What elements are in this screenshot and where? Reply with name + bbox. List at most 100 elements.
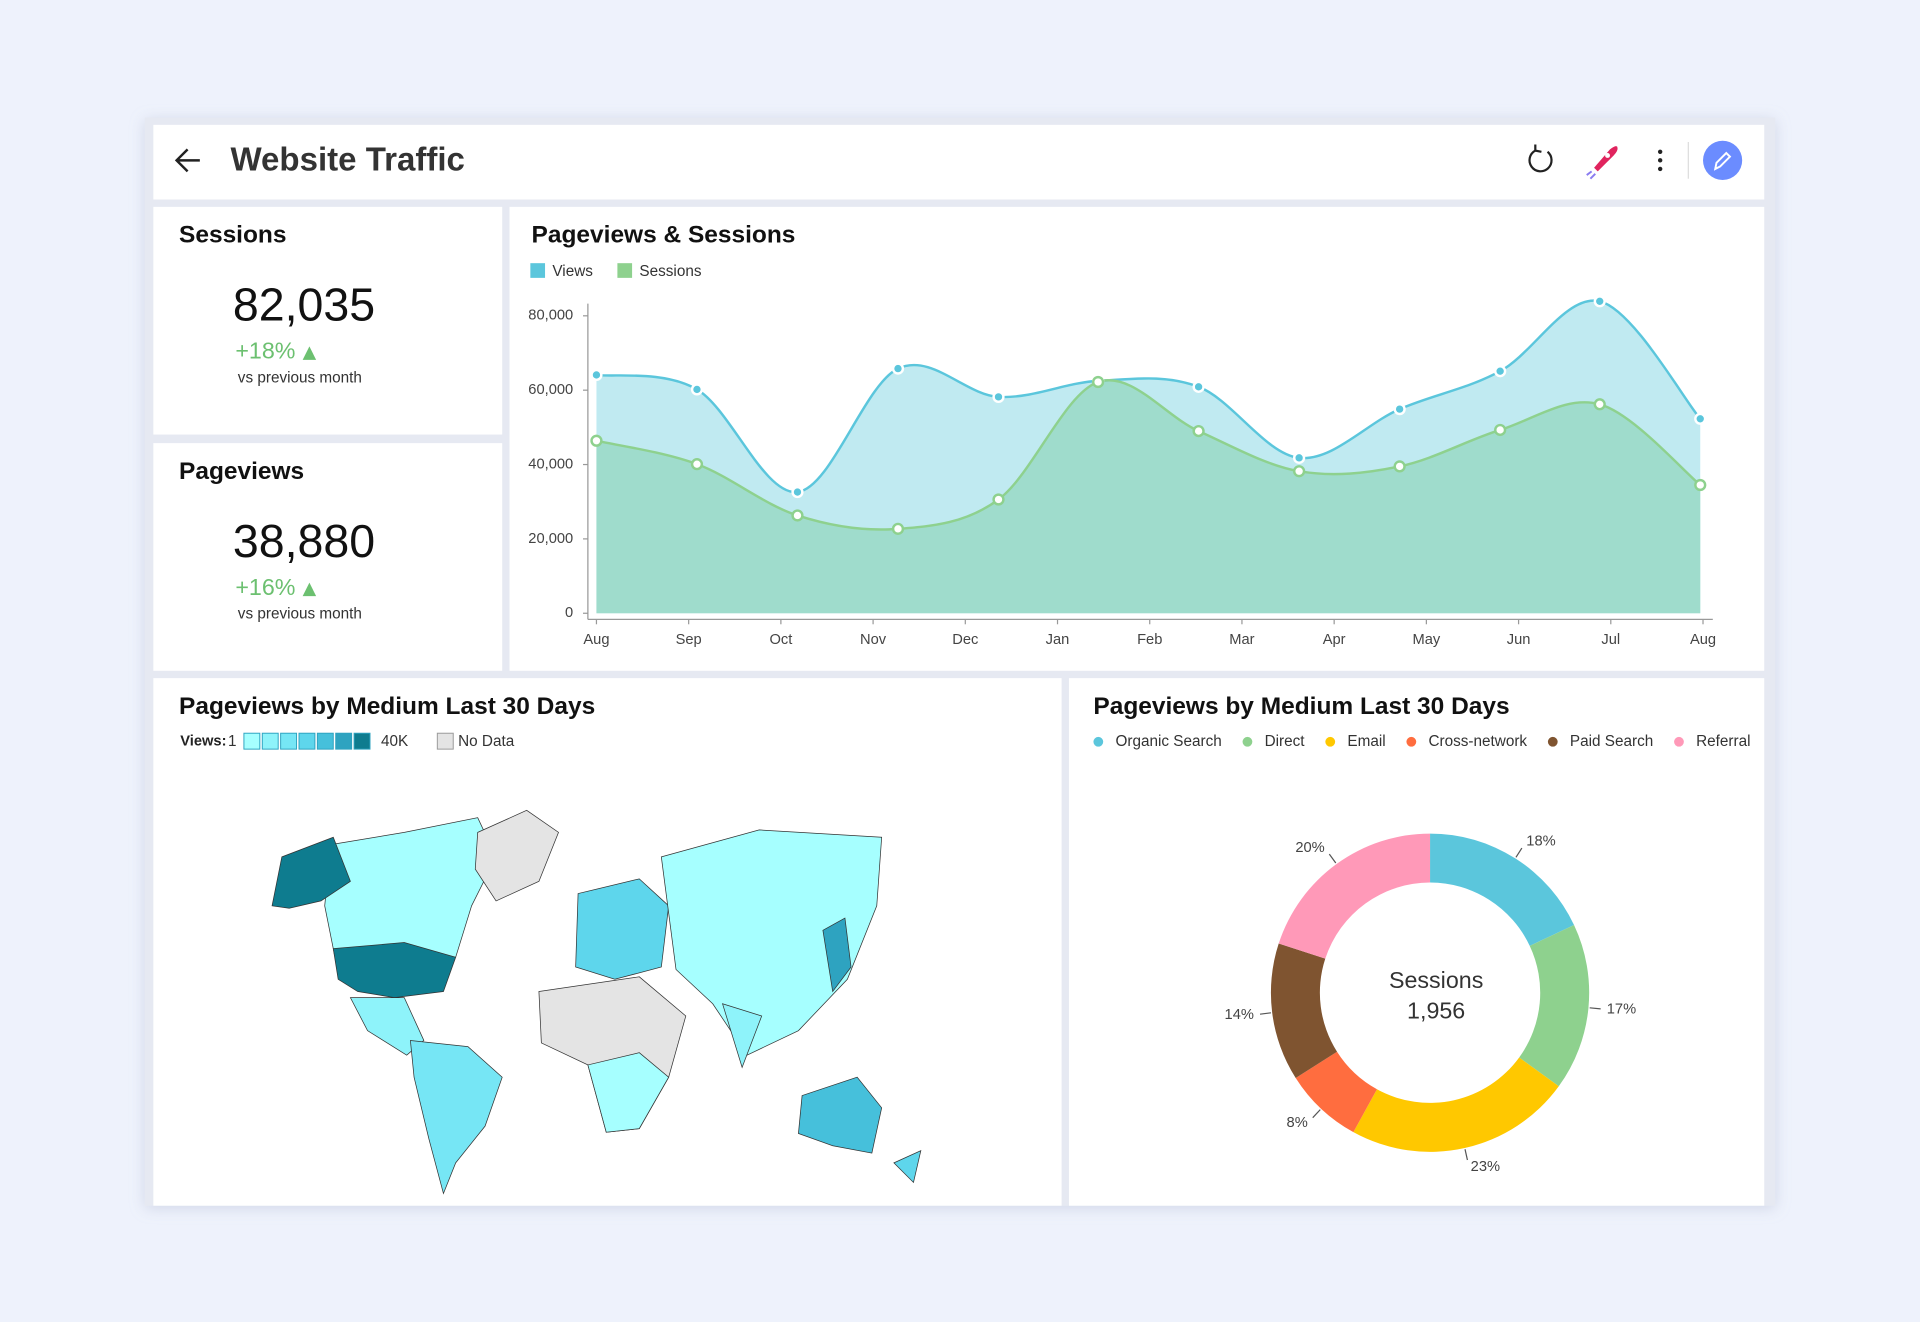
legend-swatch [353,732,371,750]
legend-swatch [436,732,454,750]
point [791,485,804,499]
legend-swatch [280,732,298,750]
legend-label: Email [1347,733,1385,750]
y-tick-label: 60,000 [528,382,573,398]
edit-button[interactable] [1703,140,1743,180]
legend-swatch [335,732,353,750]
data-label: 8% [1287,1115,1308,1131]
kpi-value: 38,880 [233,515,375,567]
legend-label: Views [552,263,593,280]
point [1393,403,1406,416]
point [690,383,704,396]
legend-label: Sessions [639,263,701,280]
donut-slice [1295,1051,1377,1133]
leader-line [1515,847,1523,858]
x-tick-label: Dec [952,632,978,648]
area [596,380,1701,614]
legend-no-data: No Data [458,733,515,750]
x-tick-label: Feb [1137,632,1162,648]
point [1393,460,1406,473]
point [891,522,905,535]
point [1593,295,1606,308]
data-label: 23% [1471,1159,1500,1175]
x-tick-label: Nov [860,632,887,648]
kpi-arrow [302,346,317,360]
chart-title: Pageviews & Sessions [532,222,796,249]
legend-dot [1325,736,1336,747]
refresh-button[interactable] [1528,144,1553,173]
chart-title: Pageviews by Medium Last 30 Days [179,693,595,720]
point [1192,424,1205,438]
kpi-title: Sessions [179,222,286,249]
page-title: Website Traffic [230,141,464,178]
leader-line [1259,1012,1272,1015]
kpi-change: +16% [235,574,295,600]
donut-slice [1353,1057,1559,1152]
card [153,443,503,671]
point [891,362,905,375]
legend-swatch [316,732,334,750]
x-tick-label: Jun [1507,632,1531,648]
point [1494,423,1507,437]
kpi-note: vs previous month [238,369,362,386]
y-tick-label: 0 [565,605,573,621]
point [1192,380,1205,393]
center-label: Sessions [1389,967,1483,993]
header-bar [153,124,1765,200]
x-tick-label: May [1413,632,1441,648]
kpi-title: Pageviews [179,458,304,485]
card [153,206,503,435]
point [1091,375,1105,389]
legend-swatch [243,732,261,750]
legend-label: Paid Search [1570,733,1653,750]
point [590,434,603,447]
legend-dot [1674,736,1684,747]
leader-line [1328,853,1337,864]
legend-label: Cross-network [1428,733,1527,750]
data-label: 20% [1295,840,1324,856]
legend-dot [1406,736,1417,747]
x-tick-label: Mar [1229,632,1254,648]
legend-dot [1547,736,1558,747]
legend-swatch [298,732,316,750]
x-tick-label: Sep [676,632,702,648]
kpi-note: vs previous month [238,606,362,623]
point [690,458,704,471]
x-tick-label: Apr [1323,632,1346,648]
donut-slice [1430,833,1575,946]
donut-slice [1519,924,1590,1087]
rocket-button[interactable] [1586,146,1618,180]
back-button[interactable] [174,148,200,173]
legend-label: Referral [1696,733,1750,750]
legend-max: 40K [381,733,409,750]
point [1494,365,1507,378]
x-tick-label: Jul [1601,632,1620,648]
data-label: 17% [1607,1001,1636,1017]
point [1292,465,1306,478]
legend-label: Direct [1265,733,1306,750]
point [791,509,804,522]
x-tick-label: Aug [583,632,609,648]
legend-swatch [261,732,279,750]
data-label: 14% [1225,1007,1254,1023]
point [992,493,1005,506]
donut-slice [1278,833,1431,959]
leader-line [1464,1149,1469,1161]
x-tick-label: Aug [1690,632,1716,648]
more-button[interactable] [1657,149,1663,172]
legend-min: 1 [228,733,237,750]
point [1694,478,1707,492]
leader-line [1312,1109,1321,1119]
x-tick-label: Jan [1046,632,1070,648]
leader-line [1589,1007,1601,1010]
world-map [271,809,922,1195]
legend-swatch [530,263,546,278]
line [596,299,1702,494]
point [992,390,1005,403]
point [1292,451,1306,464]
legend-title: Views: [180,734,226,750]
y-tick-label: 20,000 [528,531,573,547]
y-tick-label: 40,000 [528,456,573,472]
